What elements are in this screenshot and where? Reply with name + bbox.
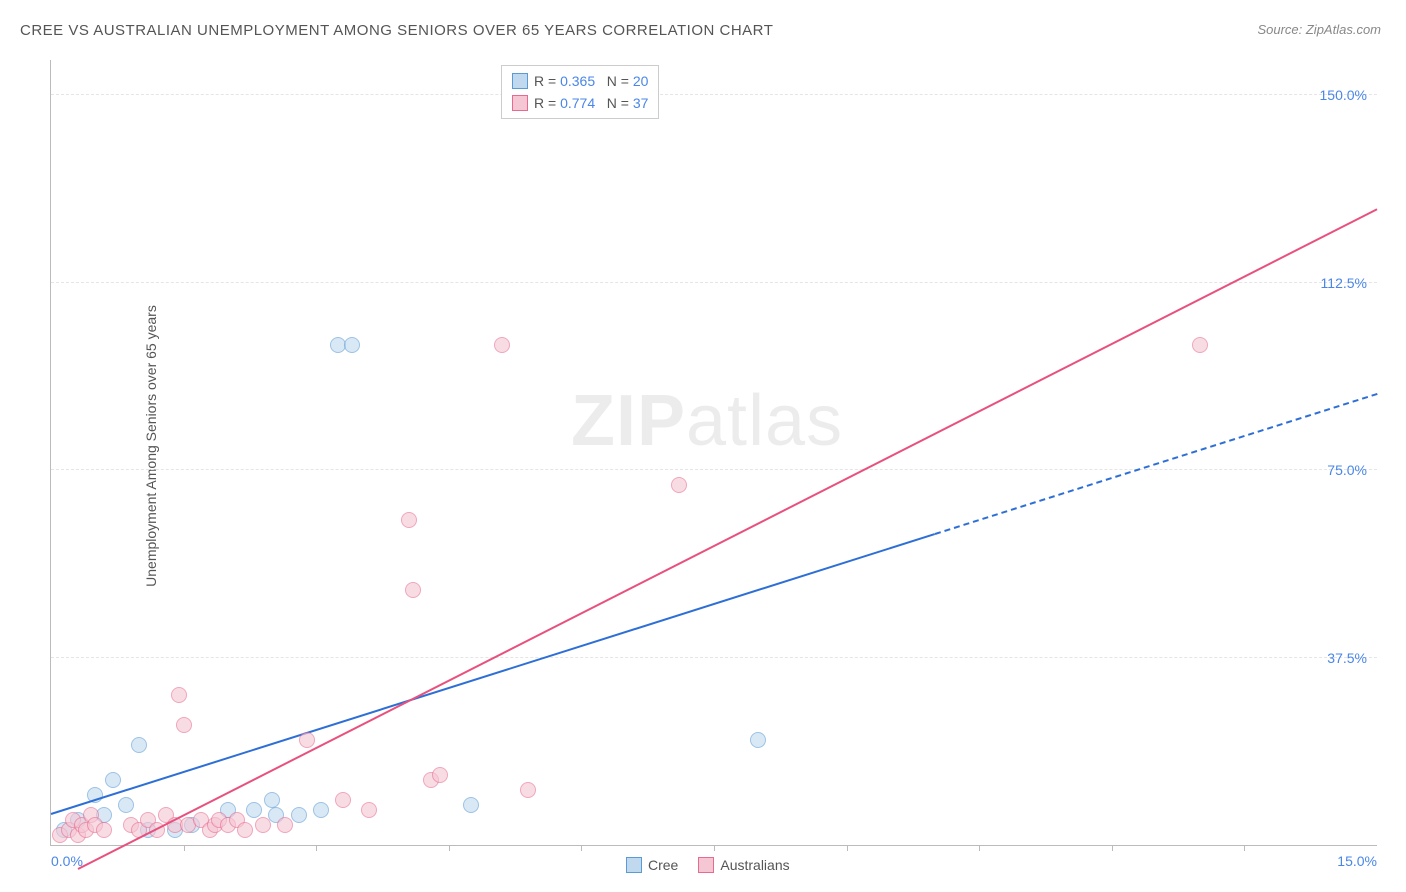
data-point <box>299 732 315 748</box>
watermark: ZIPatlas <box>571 380 843 462</box>
x-tick <box>714 845 715 851</box>
legend-item: Cree <box>626 857 678 873</box>
data-point <box>520 782 536 798</box>
x-tick <box>1112 845 1113 851</box>
x-tick <box>1244 845 1245 851</box>
data-point <box>750 732 766 748</box>
data-point <box>405 582 421 598</box>
data-point <box>1192 337 1208 353</box>
data-point <box>671 477 687 493</box>
data-point <box>344 337 360 353</box>
gridline <box>51 94 1377 95</box>
legend-series-name: Cree <box>648 857 678 873</box>
trend-line <box>77 208 1377 870</box>
gridline <box>51 657 1377 658</box>
x-tick <box>847 845 848 851</box>
legend-item: Australians <box>698 857 789 873</box>
legend-row: R = 0.365 N = 20 <box>512 70 648 92</box>
data-point <box>313 802 329 818</box>
x-axis-label: 15.0% <box>1337 853 1377 869</box>
legend-swatch <box>512 95 528 111</box>
data-point <box>361 802 377 818</box>
data-point <box>105 772 121 788</box>
chart-title: CREE VS AUSTRALIAN UNEMPLOYMENT AMONG SE… <box>20 22 773 39</box>
data-point <box>237 822 253 838</box>
data-point <box>432 767 448 783</box>
y-tick-label: 112.5% <box>1321 275 1367 291</box>
data-point <box>118 797 134 813</box>
data-point <box>264 792 280 808</box>
data-point <box>255 817 271 833</box>
watermark-atlas: atlas <box>686 381 843 461</box>
data-point <box>291 807 307 823</box>
trend-line <box>51 533 936 815</box>
source-attribution: Source: ZipAtlas.com <box>1257 22 1381 37</box>
x-tick <box>184 845 185 851</box>
legend-swatch <box>626 857 642 873</box>
data-point <box>335 792 351 808</box>
watermark-zip: ZIP <box>571 381 686 461</box>
trend-line <box>935 393 1378 535</box>
gridline <box>51 282 1377 283</box>
data-point <box>401 512 417 528</box>
scatter-plot-area: ZIPatlas 37.5%75.0%112.5%150.0%0.0%15.0%… <box>50 60 1377 846</box>
y-tick-label: 75.0% <box>1327 462 1367 478</box>
x-tick <box>449 845 450 851</box>
y-tick-label: 37.5% <box>1327 650 1367 666</box>
legend-stats: R = 0.774 N = 37 <box>534 92 648 114</box>
data-point <box>176 717 192 733</box>
data-point <box>494 337 510 353</box>
legend-series-name: Australians <box>720 857 789 873</box>
x-tick <box>581 845 582 851</box>
correlation-legend: R = 0.365 N = 20R = 0.774 N = 37 <box>501 65 659 119</box>
legend-row: R = 0.774 N = 37 <box>512 92 648 114</box>
legend-stats: R = 0.365 N = 20 <box>534 70 648 92</box>
series-legend: Cree Australians <box>626 857 790 873</box>
data-point <box>463 797 479 813</box>
x-tick <box>316 845 317 851</box>
x-tick <box>979 845 980 851</box>
gridline <box>51 469 1377 470</box>
data-point <box>246 802 262 818</box>
y-tick-label: 150.0% <box>1320 87 1367 103</box>
legend-swatch <box>512 73 528 89</box>
legend-swatch <box>698 857 714 873</box>
data-point <box>277 817 293 833</box>
data-point <box>131 737 147 753</box>
data-point <box>96 822 112 838</box>
data-point <box>171 687 187 703</box>
